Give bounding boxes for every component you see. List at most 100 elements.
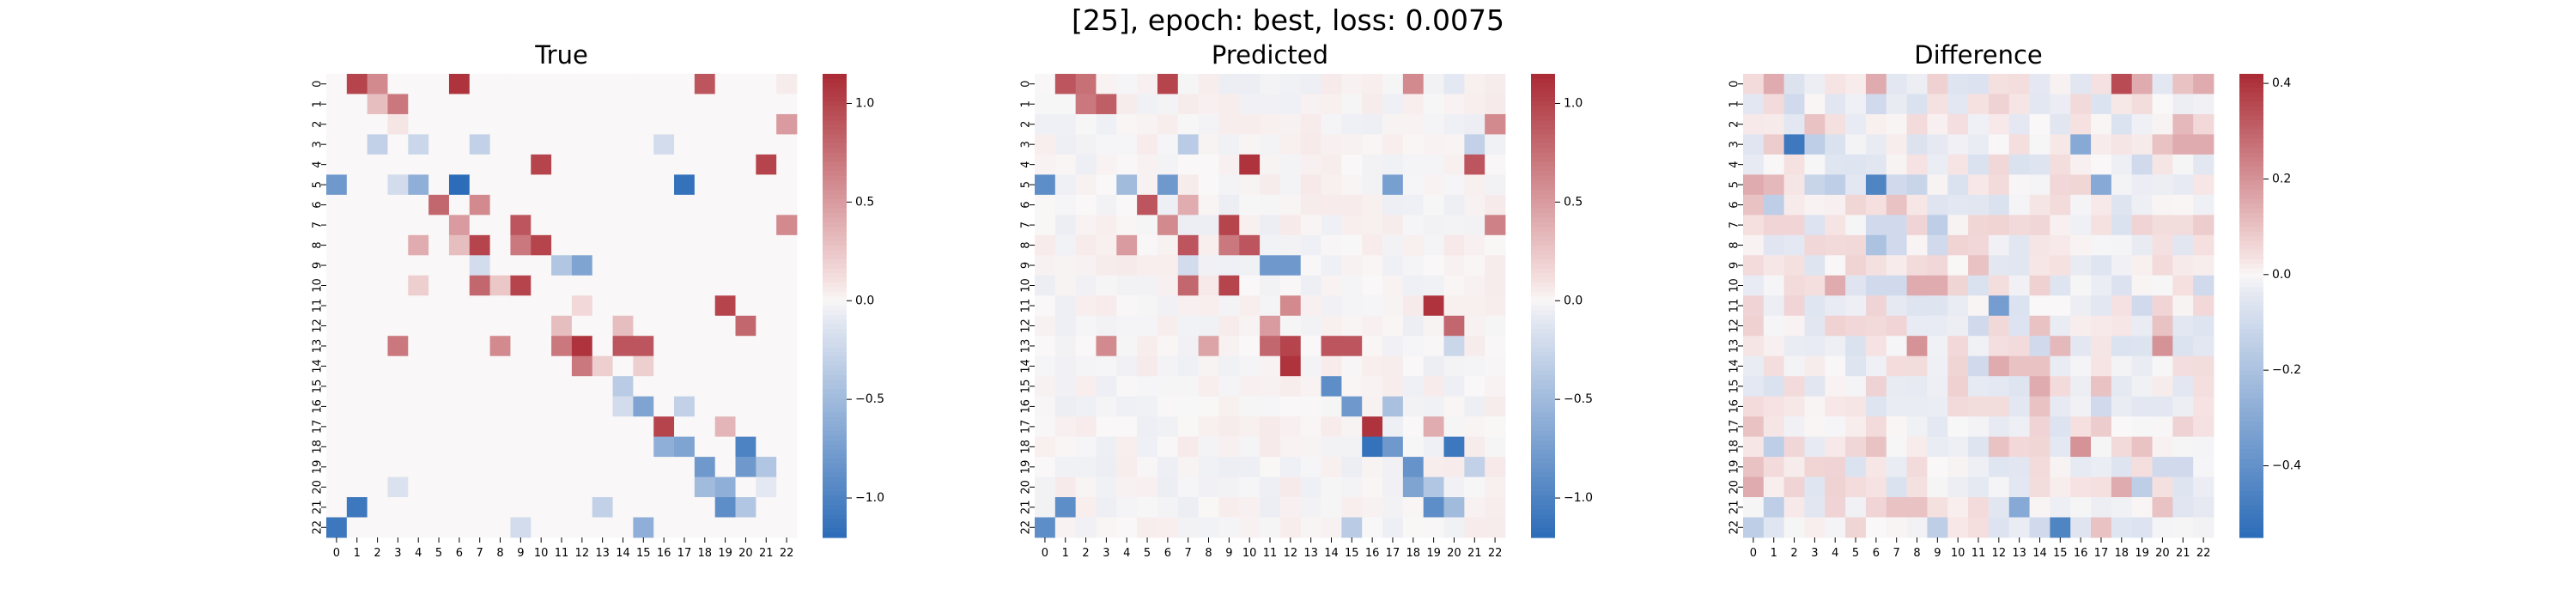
heatmap-cell — [1075, 94, 1097, 115]
colorbar-segment — [2239, 361, 2263, 367]
heatmap-cell — [489, 497, 511, 518]
heatmap-cell — [714, 315, 736, 337]
colorbar-segment — [1531, 361, 1555, 367]
heatmap-cell — [428, 457, 450, 477]
heatmap-cell — [776, 517, 798, 538]
heatmap-cell — [735, 134, 756, 155]
colorbar-segment — [2239, 245, 2263, 251]
heatmap-cell — [1035, 255, 1056, 276]
heatmap-cell — [551, 113, 573, 135]
colorbar-segment — [2239, 240, 2263, 246]
colorbar-segment — [823, 273, 847, 279]
heatmap-cell — [612, 275, 634, 296]
heatmap-cell — [1464, 174, 1485, 196]
heatmap-cell — [1804, 416, 1826, 438]
heatmap-cell — [1825, 134, 1846, 155]
heatmap-cell — [367, 336, 388, 357]
heatmap-cell — [1845, 315, 1867, 337]
heatmap-cell — [408, 154, 429, 175]
colorbar-segment — [823, 217, 847, 223]
heatmap-cell — [735, 336, 756, 357]
heatmap-cell — [1054, 315, 1077, 337]
heatmap-cell — [1485, 113, 1506, 135]
heatmap-cell — [633, 436, 654, 458]
heatmap-cell — [2050, 416, 2071, 438]
heatmap-cell — [1423, 174, 1444, 196]
colorbar-segment — [823, 138, 847, 144]
heatmap-cell — [2152, 113, 2173, 135]
heatmap-cell — [1464, 457, 1485, 477]
heatmap-cell — [2008, 376, 2030, 398]
heatmap-cell — [612, 517, 634, 538]
heatmap-cell — [592, 457, 613, 477]
heatmap-cell — [1382, 74, 1404, 94]
heatmap-cell — [408, 497, 429, 518]
heatmap-cell — [1279, 436, 1302, 458]
heatmap-cell — [653, 113, 675, 135]
heatmap-cell — [1177, 134, 1200, 155]
heatmap-cell — [2029, 234, 2050, 256]
heatmap-cell — [1402, 295, 1425, 317]
heatmap-cell — [2050, 376, 2071, 398]
heatmap-cell — [1947, 275, 1969, 296]
heatmap-cell — [714, 215, 736, 236]
heatmap-cell — [1743, 436, 1765, 458]
heatmap-cell — [1743, 336, 1765, 357]
heatmap-cell — [1198, 215, 1219, 236]
heatmap-cell — [1279, 174, 1302, 196]
heatmap-cell — [1865, 194, 1887, 216]
heatmap-cell — [387, 74, 409, 94]
x-tick-label: 15 — [636, 547, 651, 560]
heatmap-cell — [1279, 194, 1302, 216]
heatmap-cell — [1035, 457, 1056, 477]
heatmap-cell — [633, 497, 654, 518]
heatmap-cell — [1783, 154, 1805, 175]
heatmap-cell — [2152, 215, 2173, 236]
heatmap-cell — [776, 295, 798, 317]
heatmap-cell — [1443, 315, 1465, 337]
heatmap-cell — [326, 295, 348, 317]
heatmap-cell — [1239, 94, 1261, 115]
heatmap-cell — [1075, 436, 1097, 458]
heatmap-cell — [756, 275, 777, 296]
heatmap-cell — [1116, 315, 1138, 337]
colorbar-segment — [1531, 203, 1555, 209]
colorbar-segment — [823, 426, 847, 432]
heatmap-cell — [387, 416, 409, 438]
heatmap-cell — [1423, 416, 1444, 438]
heatmap-cell — [2193, 355, 2215, 377]
heatmap-cell — [1321, 336, 1342, 357]
heatmap-cell — [2131, 74, 2153, 94]
heatmap-cell — [1402, 436, 1425, 458]
heatmap-cell — [1198, 436, 1219, 458]
heatmap-cell — [1341, 396, 1363, 417]
heatmap-cell — [1988, 194, 2010, 216]
heatmap-cell — [1382, 174, 1404, 196]
heatmap-cell — [1341, 215, 1363, 236]
heatmap-cell — [1157, 134, 1179, 155]
colorbar-segment — [823, 180, 847, 186]
colorbar-segment — [1531, 296, 1555, 302]
heatmap-cell — [1743, 113, 1765, 135]
y-tick-label: 18 — [1020, 440, 1033, 454]
heatmap-cell — [1260, 376, 1281, 398]
heatmap-cell — [1341, 355, 1363, 377]
colorbar-segment — [1531, 167, 1555, 172]
heatmap-cell — [510, 336, 532, 357]
heatmap-cell — [1763, 134, 1785, 155]
heatmap-cell — [1137, 74, 1158, 94]
y-tick-label: 13 — [312, 339, 325, 354]
colorbar-segment — [2239, 463, 2263, 469]
heatmap-cell — [1906, 376, 1928, 398]
heatmap-cell — [1763, 275, 1785, 296]
heatmap-cell — [387, 113, 409, 135]
heatmap-cell — [1279, 215, 1302, 236]
colorbar-segment — [823, 366, 847, 372]
heatmap-cell — [1321, 517, 1342, 538]
heatmap-cell — [1362, 154, 1383, 175]
y-tick-label: 9 — [1728, 262, 1741, 269]
heatmap-cell — [448, 134, 471, 155]
heatmap-cell — [428, 336, 450, 357]
heatmap-cell — [571, 255, 593, 276]
